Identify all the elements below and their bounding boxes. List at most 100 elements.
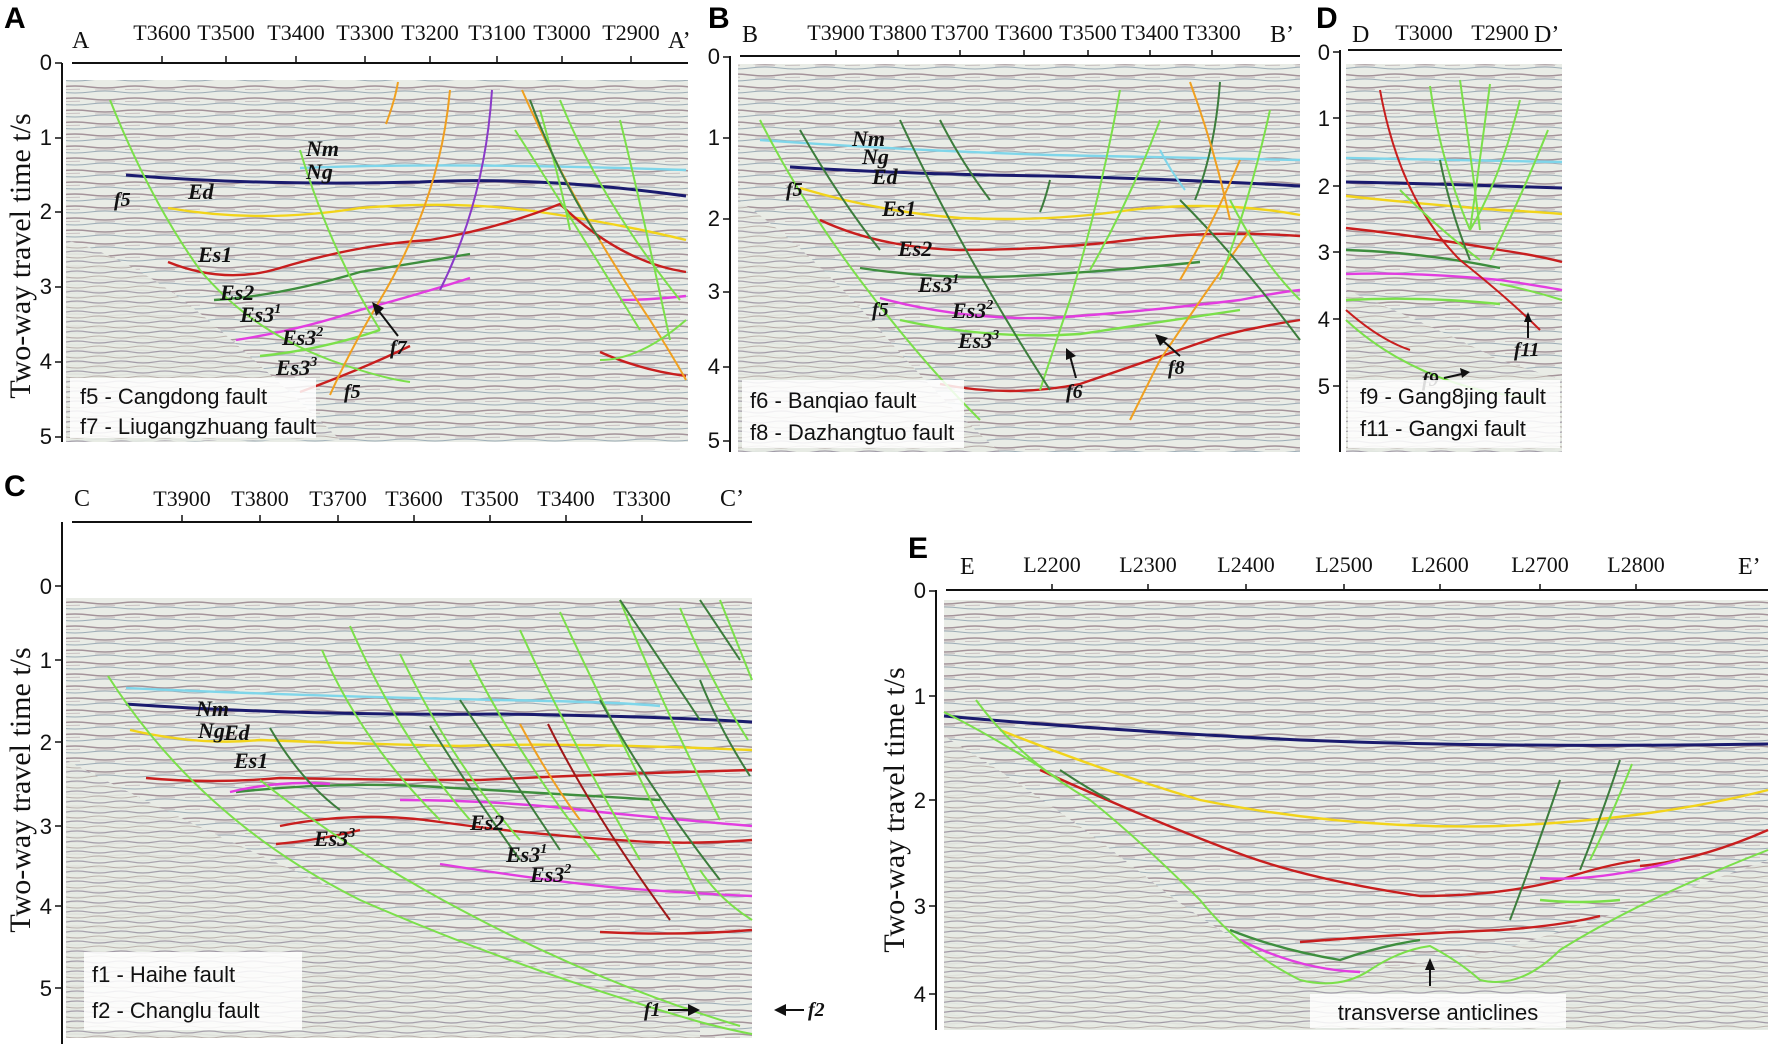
time-tick: 4 — [40, 894, 52, 919]
fault-darkgreen-1 — [269, 727, 341, 811]
fault-green-1 — [321, 649, 441, 821]
fault-green-9 — [719, 599, 753, 681]
time-tick: 5 — [708, 428, 720, 453]
fault-main — [975, 699, 1769, 985]
trace-tick: T3900 — [153, 486, 210, 511]
arrow-head — [1425, 958, 1435, 970]
section-start-label: C — [74, 486, 90, 512]
time-tick: 1 — [40, 648, 52, 673]
fault-green-2 — [1219, 109, 1271, 281]
trace-tick: L2500 — [1315, 552, 1372, 577]
panel-label: C — [4, 470, 26, 503]
unit-label-es3-1: Es31 — [505, 842, 547, 867]
unit-label-es2: Es2 — [897, 236, 932, 261]
y-axis-label: Two-way travel time t/s — [4, 113, 37, 398]
horizon-deep — [599, 928, 753, 935]
unit-labels: Nm Ng Ed Es1 Es2 Es31 Es32 Es33 — [187, 136, 339, 380]
trace-tick: T2900 — [1471, 20, 1528, 45]
fault-green-4 — [469, 659, 601, 861]
horizon-es3-2 — [439, 862, 753, 898]
fault-green-6 — [599, 319, 687, 361]
fault-f5 — [109, 99, 411, 383]
unit-label-es3-2: Es32 — [529, 862, 571, 887]
horizon-ed — [167, 203, 687, 242]
horizon-es3-2 — [1539, 898, 1621, 904]
time-tick: 0 — [40, 574, 52, 599]
horizon-es1-deep — [1299, 914, 1601, 944]
time-ticks: 0 1 2 3 4 5 — [1318, 40, 1340, 399]
horizons — [125, 686, 753, 935]
time-tick: 2 — [40, 730, 52, 755]
fault-darkgreen — [1439, 159, 1471, 261]
fault-darkgreen-4 — [599, 699, 721, 881]
fault-label-f5: f5 — [786, 179, 803, 201]
time-tick: 5 — [1318, 374, 1330, 399]
horizon-ed — [129, 728, 753, 752]
horizon-es3-1 — [1239, 938, 1361, 974]
time-tick: 1 — [40, 125, 52, 150]
y-axis-label: Two-way travel time t/s — [878, 667, 911, 952]
panel-label: D — [1316, 2, 1338, 35]
fault-label-f7: f7 — [390, 337, 408, 359]
time-tick: 4 — [914, 982, 926, 1007]
trace-tick: T3300 — [613, 486, 670, 511]
time-tick: 4 — [708, 354, 720, 379]
trace-tick: T3400 — [1121, 20, 1178, 45]
trace-tick: T3100 — [468, 20, 525, 45]
fault-green-2 — [514, 129, 641, 331]
arrow-f6 — [1069, 355, 1077, 379]
fault-f2 — [259, 779, 741, 1027]
unit-label-ed: Ed — [187, 179, 215, 204]
annotation-text: transverse anticlines — [1338, 1000, 1539, 1025]
trace-tick: T3600 — [995, 20, 1052, 45]
unit-label-es1: Es1 — [233, 748, 268, 773]
arrow-f8 — [1161, 339, 1181, 357]
unit-label-es3-2: Es32 — [281, 325, 323, 350]
panel-d: D D D’ T3000 T2900 0 1 2 3 4 5 — [1316, 2, 1563, 452]
trace-ticks: T3600 T3500 T3400 T3300 T3200 T3100 T300… — [133, 20, 660, 63]
fault-label-f8: f8 — [1168, 357, 1185, 379]
time-tick: 4 — [40, 349, 52, 374]
horizon-nm — [125, 686, 661, 708]
horizon-es1 — [1345, 226, 1563, 264]
horizon-es1 — [167, 202, 687, 277]
legend: f5 - Cangdong fault f7 - Liugangzhuang f… — [70, 378, 316, 439]
fault-darkgreen-2 — [899, 119, 1051, 391]
fault-green-3 — [1589, 763, 1633, 861]
fault-darkgreen-3 — [1579, 759, 1621, 871]
arrow-f9 — [1443, 373, 1463, 379]
legend-entry: f5 - Cangdong fault — [80, 384, 267, 409]
arrow-head — [688, 1004, 700, 1016]
faults — [943, 699, 1769, 985]
legend-entry: f9 - Gang8jing fault — [1360, 384, 1546, 409]
fault-green-3 — [1469, 83, 1491, 231]
fault-orange — [519, 723, 581, 821]
trace-tick: T3000 — [1395, 20, 1452, 45]
unit-label-ed: Ed — [223, 720, 251, 745]
trace-tick: T3500 — [197, 20, 254, 45]
annotation: transverse anticlines — [1310, 958, 1566, 1028]
time-tick: 1 — [1318, 106, 1330, 131]
fault-f7 — [329, 89, 451, 396]
fault-label-f2: f2 — [808, 999, 825, 1021]
trace-tick: T3800 — [231, 486, 288, 511]
fault-label-f6: f6 — [1066, 381, 1083, 403]
section-start-label: D — [1352, 22, 1369, 48]
fault-green-1 — [1429, 85, 1471, 231]
time-tick: 0 — [708, 44, 720, 69]
horizon-es3-2 — [1345, 297, 1501, 306]
horizon-es2 — [213, 252, 471, 302]
fault-green-4 — [559, 99, 681, 301]
fault-green-1 — [1089, 119, 1161, 271]
time-ticks: 0 1 2 3 4 — [914, 578, 936, 1007]
fault-orange-2 — [385, 81, 399, 125]
horizon-es3-2 — [259, 328, 381, 358]
trace-tick: T3400 — [537, 486, 594, 511]
fault-green-4 — [1039, 179, 1051, 213]
horizon-es3-1 — [229, 781, 753, 828]
time-ticks: 0 1 2 3 4 5 — [40, 50, 62, 449]
trace-tick: T3400 — [267, 20, 324, 45]
trace-tick: L2700 — [1511, 552, 1568, 577]
trace-tick: L2400 — [1217, 552, 1274, 577]
